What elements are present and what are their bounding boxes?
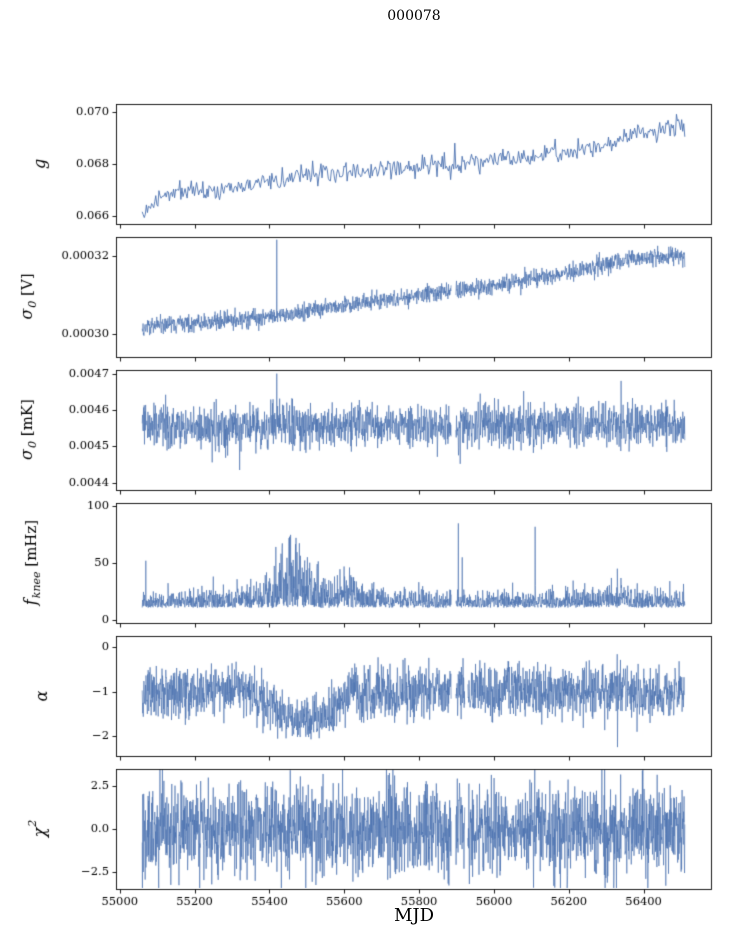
chart-title: 000078	[387, 8, 441, 24]
x-axis-label: MJD	[393, 905, 435, 926]
